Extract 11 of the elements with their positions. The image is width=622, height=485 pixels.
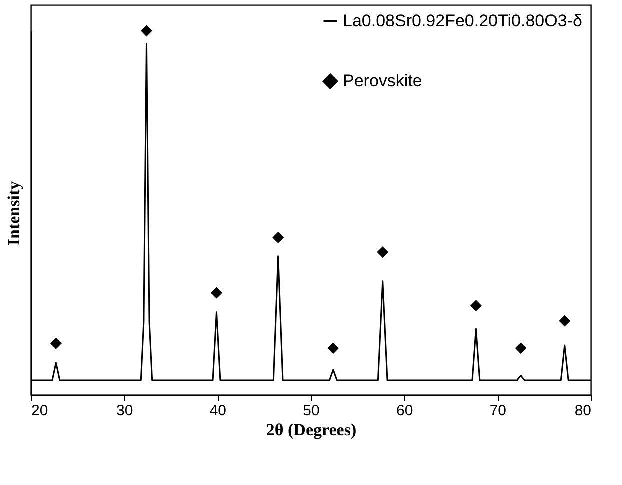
legend-label: La0.08Sr0.92Fe0.20Ti0.80O3-δ [343,12,582,30]
legend-label: Perovskite [343,72,422,90]
x-tick-label: 60 [396,402,414,420]
x-tick-label: 80 [574,402,592,420]
x-tick-label: 40 [210,402,227,420]
x-axis-title: 2θ (Degrees) [266,420,357,440]
x-tick-label: 30 [116,402,134,420]
x-tick-label: 20 [32,402,48,420]
x-tick-label: 50 [303,402,320,420]
y-axis-title: Intensity [4,180,24,246]
x-tick-label: 70 [490,402,507,420]
